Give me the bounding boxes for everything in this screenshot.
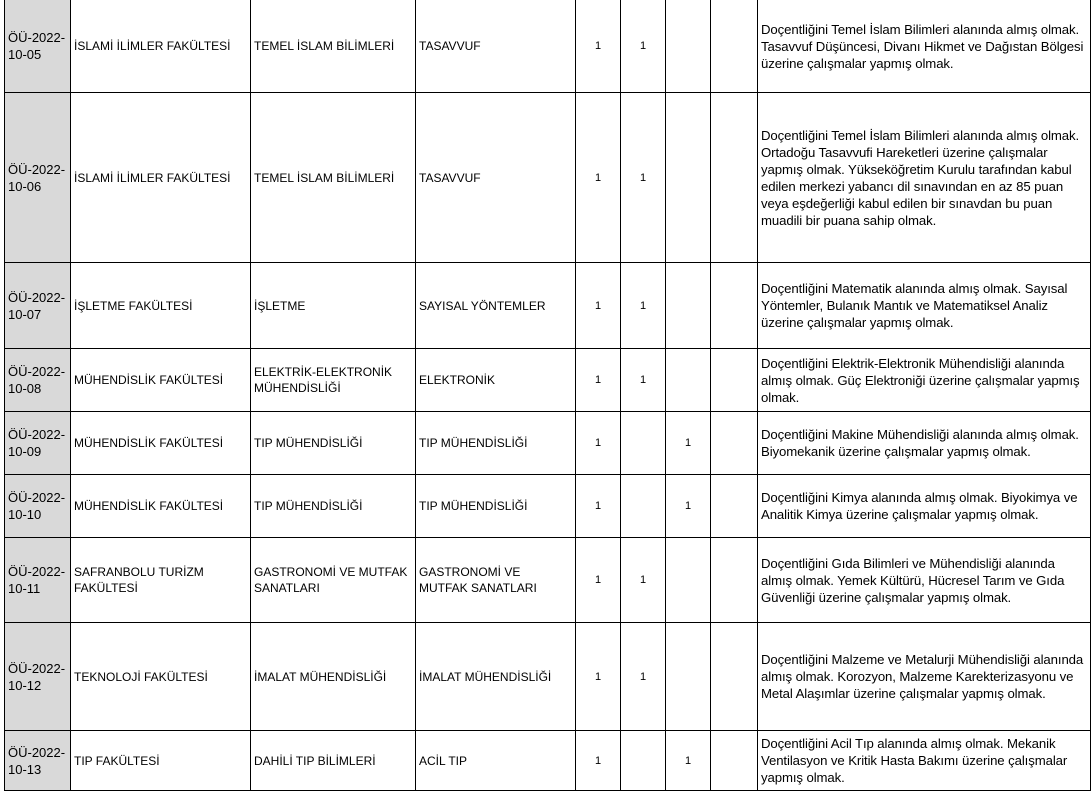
faculty: İSLAMİ İLİMLER FAKÜLTESİ <box>70 0 251 93</box>
faculty: İSLAMİ İLİMLER FAKÜLTESİ <box>70 92 251 263</box>
count-1: 1 <box>575 730 621 791</box>
department: TEMEL İSLAM BİLİMLERİ <box>250 92 416 263</box>
count-4 <box>710 262 758 349</box>
faculty: TIP FAKÜLTESİ <box>70 730 251 791</box>
count-3: 1 <box>665 474 711 538</box>
table-row: ÖÜ-2022-10-09 MÜHENDİSLİK FAKÜLTESİ TIP MÜ… <box>4 411 1091 475</box>
department: GASTRONOMİ VE MUTFAK SANATLARI <box>250 537 416 623</box>
faculty: MÜHENDİSLİK FAKÜLTESİ <box>70 348 251 412</box>
department: TIP MÜHENDİSLİĞİ <box>250 411 416 475</box>
count-2: 1 <box>620 262 666 349</box>
count-2 <box>620 474 666 538</box>
code: ÖÜ-2022-10-11 <box>4 537 71 623</box>
program: SAYISAL YÖNTEMLER <box>415 262 576 349</box>
requirement: Doçentliğini Temel İslam Bilimleri alanı… <box>757 92 1091 263</box>
faculty: SAFRANBOLU TURİZM FAKÜLTESİ <box>70 537 251 623</box>
count-3 <box>665 348 711 412</box>
program: İMALAT MÜHENDİSLİĞİ <box>415 622 576 731</box>
table-row: ÖÜ-2022-10-11 SAFRANBOLU TURİZM FAKÜLTESİ… <box>4 537 1091 623</box>
code: ÖÜ-2022-10-07 <box>4 262 71 349</box>
count-1: 1 <box>575 622 621 731</box>
program: TASAVVUF <box>415 92 576 263</box>
code: ÖÜ-2022-10-06 <box>4 92 71 263</box>
table-row: ÖÜ-2022-10-05 İSLAMİ İLİMLER FAKÜLTESİ TEM… <box>4 0 1091 93</box>
program: GASTRONOMİ VE MUTFAK SANATLARI <box>415 537 576 623</box>
count-3 <box>665 537 711 623</box>
requirement: Doçentliğini Kimya alanında almış olmak.… <box>757 474 1091 538</box>
code: ÖÜ-2022-10-08 <box>4 348 71 412</box>
count-2: 1 <box>620 537 666 623</box>
count-2: 1 <box>620 0 666 93</box>
program: ELEKTRONİK <box>415 348 576 412</box>
department: İŞLETME <box>250 262 416 349</box>
table-row: ÖÜ-2022-10-12 TEKNOLOJİ FAKÜLTESİ İMALAT M… <box>4 622 1091 731</box>
count-3 <box>665 622 711 731</box>
code: ÖÜ-2022-10-13 <box>4 730 71 791</box>
count-3: 1 <box>665 730 711 791</box>
faculty: TEKNOLOJİ FAKÜLTESİ <box>70 622 251 731</box>
position-table: ÖÜ-2022-10-05 İSLAMİ İLİMLER FAKÜLTESİ TEM… <box>4 0 1091 791</box>
program: TIP MÜHENDİSLİĞİ <box>415 474 576 538</box>
count-4 <box>710 411 758 475</box>
program: TASAVVUF <box>415 0 576 93</box>
count-2 <box>620 411 666 475</box>
department: ELEKTRİK-ELEKTRONİK MÜHENDİSLİĞİ <box>250 348 416 412</box>
table-row: ÖÜ-2022-10-10 MÜHENDİSLİK FAKÜLTESİ TIP MÜ… <box>4 474 1091 538</box>
count-2: 1 <box>620 348 666 412</box>
requirement: Doçentliğini Malzeme ve Metalurji Mühend… <box>757 622 1091 731</box>
faculty: MÜHENDİSLİK FAKÜLTESİ <box>70 474 251 538</box>
table-body: ÖÜ-2022-10-05 İSLAMİ İLİMLER FAKÜLTESİ TEM… <box>4 0 1091 791</box>
count-4 <box>710 348 758 412</box>
requirement: Doçentliğini Matematik alanında almış ol… <box>757 262 1091 349</box>
count-4 <box>710 537 758 623</box>
program: ACİL TIP <box>415 730 576 791</box>
requirement: Doçentliğini Makine Mühendisliği alanınd… <box>757 411 1091 475</box>
department: DAHİLİ TIP BİLİMLERİ <box>250 730 416 791</box>
count-1: 1 <box>575 474 621 538</box>
department: TEMEL İSLAM BİLİMLERİ <box>250 0 416 93</box>
department: İMALAT MÜHENDİSLİĞİ <box>250 622 416 731</box>
count-3: 1 <box>665 411 711 475</box>
code: ÖÜ-2022-10-12 <box>4 622 71 731</box>
code: ÖÜ-2022-10-05 <box>4 0 71 93</box>
code: ÖÜ-2022-10-09 <box>4 411 71 475</box>
table-row: ÖÜ-2022-10-08 MÜHENDİSLİK FAKÜLTESİ ELEKTR… <box>4 348 1091 412</box>
count-3 <box>665 0 711 93</box>
requirement: Doçentliğini Gıda Bilimleri ve Mühendisl… <box>757 537 1091 623</box>
count-4 <box>710 92 758 263</box>
count-2: 1 <box>620 92 666 263</box>
table-row: ÖÜ-2022-10-06 İSLAMİ İLİMLER FAKÜLTESİ TEM… <box>4 92 1091 263</box>
program: TIP MÜHENDİSLİĞİ <box>415 411 576 475</box>
count-1: 1 <box>575 92 621 263</box>
count-1: 1 <box>575 262 621 349</box>
department: TIP MÜHENDİSLİĞİ <box>250 474 416 538</box>
count-3 <box>665 92 711 263</box>
requirement: Doçentliğini Elektrik-Elektronik Mühendi… <box>757 348 1091 412</box>
count-4 <box>710 622 758 731</box>
faculty: İŞLETME FAKÜLTESİ <box>70 262 251 349</box>
requirement: Doçentliğini Temel İslam Bilimleri alanı… <box>757 0 1091 93</box>
count-1: 1 <box>575 411 621 475</box>
table-row: ÖÜ-2022-10-07 İŞLETME FAKÜLTESİ İŞLETME SAY… <box>4 262 1091 349</box>
faculty: MÜHENDİSLİK FAKÜLTESİ <box>70 411 251 475</box>
count-1: 1 <box>575 348 621 412</box>
count-4 <box>710 474 758 538</box>
table-row: ÖÜ-2022-10-13 TIP FAKÜLTESİ DAHİLİ TIP BİL… <box>4 730 1091 791</box>
code: ÖÜ-2022-10-10 <box>4 474 71 538</box>
requirement: Doçentliğini Acil Tıp alanında almış olm… <box>757 730 1091 791</box>
count-3 <box>665 262 711 349</box>
count-4 <box>710 730 758 791</box>
count-4 <box>710 0 758 93</box>
count-1: 1 <box>575 0 621 93</box>
count-1: 1 <box>575 537 621 623</box>
count-2 <box>620 730 666 791</box>
count-2: 1 <box>620 622 666 731</box>
